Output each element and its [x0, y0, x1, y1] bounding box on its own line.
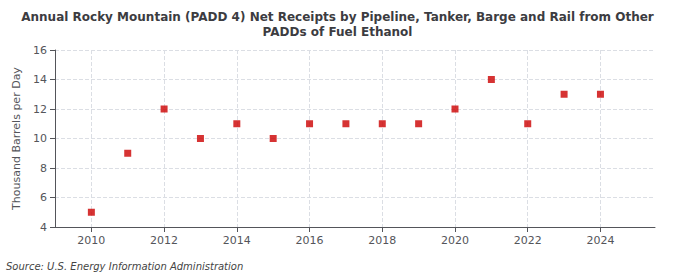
svg-text:2024: 2024 [586, 234, 614, 247]
svg-text:16: 16 [33, 44, 47, 57]
svg-text:2012: 2012 [150, 234, 178, 247]
svg-text:6: 6 [40, 191, 47, 204]
svg-text:Annual Rocky Mountain (PADD 4): Annual Rocky Mountain (PADD 4) Net Recei… [21, 10, 654, 24]
svg-text:2020: 2020 [441, 234, 469, 247]
svg-text:2018: 2018 [368, 234, 396, 247]
svg-text:2022: 2022 [514, 234, 542, 247]
svg-text:14: 14 [33, 73, 47, 86]
svg-text:PADDs of Fuel Ethanol: PADDs of Fuel Ethanol [263, 25, 413, 39]
svg-text:2010: 2010 [77, 234, 105, 247]
svg-text:2016: 2016 [296, 234, 324, 247]
svg-text:10: 10 [33, 132, 47, 145]
svg-text:4: 4 [40, 221, 47, 234]
svg-text:8: 8 [40, 162, 47, 175]
svg-text:2014: 2014 [223, 234, 251, 247]
svg-text:Thousand Barrels per Day: Thousand Barrels per Day [10, 67, 23, 211]
svg-text:12: 12 [33, 103, 47, 116]
svg-text:Source: U.S. Energy Informatio: Source: U.S. Energy Information Administ… [6, 261, 243, 272]
